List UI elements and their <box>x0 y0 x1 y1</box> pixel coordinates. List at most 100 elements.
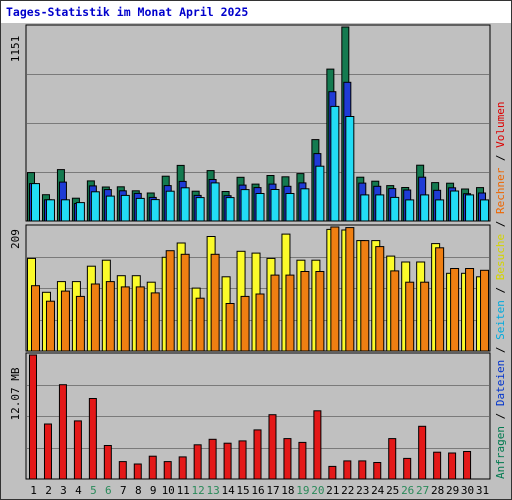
bar-seiten <box>150 199 160 222</box>
x-tick-label: 20 <box>311 484 324 497</box>
x-tick-label: 26 <box>401 484 414 497</box>
bar-rechner <box>90 283 100 352</box>
bar-rechner <box>480 269 490 352</box>
legend-item-volumen: Volumen <box>494 101 507 147</box>
bar-rechner <box>31 285 40 352</box>
bar-volumen <box>403 457 412 480</box>
bar-volumen <box>448 452 457 480</box>
x-tick-label: 25 <box>386 484 399 497</box>
x-tick-label: 5 <box>90 484 97 497</box>
x-tick-label: 30 <box>461 484 474 497</box>
bar-volumen <box>223 442 232 480</box>
x-tick-label: 18 <box>281 484 294 497</box>
bar-rechner <box>195 297 205 352</box>
bar-rechner <box>180 253 190 352</box>
bar-volumen <box>268 414 277 480</box>
bar-seiten <box>180 187 190 222</box>
bar-volumen <box>358 460 367 480</box>
bar-seiten <box>210 182 220 222</box>
bar-seiten <box>390 196 400 222</box>
x-tick-label: 12 <box>191 484 204 497</box>
bar-seiten <box>31 183 40 222</box>
bar-rechner <box>240 295 250 352</box>
bar-rechner <box>375 246 385 352</box>
bar-seiten <box>315 165 325 222</box>
bar-volumen <box>343 460 352 480</box>
bar-seiten <box>285 193 295 222</box>
y-axis-max-label: 12.07 MB <box>9 367 22 420</box>
x-tick-label: 16 <box>251 484 264 497</box>
legend-item-besuche: Besuche <box>494 234 507 280</box>
bar-seiten <box>225 197 235 222</box>
bar-seiten <box>45 199 55 222</box>
bar-seiten <box>465 194 475 222</box>
legend-separator: / <box>494 148 507 168</box>
bar-volumen <box>103 445 112 480</box>
bar-volumen <box>463 451 472 480</box>
title-bar: Tages-Statistik im Monat April 2025 <box>1 1 511 23</box>
bar-volumen <box>238 440 247 480</box>
bar-rechner <box>300 271 310 352</box>
x-tick-label: 19 <box>296 484 309 497</box>
bar-volumen <box>298 441 307 480</box>
bar-rechner <box>135 286 145 352</box>
bar-rechner <box>60 290 70 352</box>
legend-item-rechner: Rechner <box>494 167 507 214</box>
x-tick-label: 21 <box>326 484 339 497</box>
bar-volumen <box>193 444 202 480</box>
bar-seiten <box>450 190 460 222</box>
bar-seiten <box>435 199 445 222</box>
x-tick-label: 9 <box>150 484 157 497</box>
bar-rechner <box>225 303 235 352</box>
legend-item-dateien: Dateien <box>494 360 507 406</box>
x-tick-label: 13 <box>206 484 219 497</box>
bar-seiten <box>105 195 115 222</box>
bar-seiten <box>375 194 385 222</box>
x-tick-label: 6 <box>105 484 112 497</box>
bar-seiten <box>120 194 130 222</box>
bar-rechner <box>435 247 445 352</box>
legend-item-seiten: Seiten <box>494 300 507 340</box>
x-tick-label: 4 <box>75 484 82 497</box>
x-tick-label: 22 <box>341 484 354 497</box>
bar-seiten <box>90 191 100 222</box>
bar-volumen <box>253 429 262 480</box>
x-tick-label: 14 <box>221 484 235 497</box>
bar-seiten <box>270 189 280 222</box>
bar-seiten <box>405 199 415 222</box>
bar-volumen <box>73 420 82 480</box>
bar-rechner <box>450 268 460 352</box>
bar-rechner <box>420 281 430 352</box>
bar-rechner <box>330 226 340 352</box>
bar-volumen <box>118 461 127 480</box>
x-tick-label: 10 <box>162 484 175 497</box>
x-tick-label: 29 <box>446 484 459 497</box>
bar-volumen <box>148 455 157 480</box>
legend-separator: / <box>494 214 507 234</box>
y-axis-max-label: 1151 <box>9 36 22 63</box>
bar-volumen <box>29 354 37 480</box>
bar-rechner <box>315 271 325 352</box>
legend-item-anfragen: Anfragen <box>494 426 507 479</box>
legend-separator: / <box>494 280 507 300</box>
x-tick-label: 11 <box>177 484 190 497</box>
bar-seiten <box>345 116 355 222</box>
x-tick-label: 2 <box>45 484 52 497</box>
bar-rechner <box>165 250 175 352</box>
bar-seiten <box>330 105 340 222</box>
bar-seiten <box>240 189 250 222</box>
bar-volumen <box>163 461 172 480</box>
bar-seiten <box>165 190 175 222</box>
bar-rechner <box>390 270 400 352</box>
x-tick-label: 28 <box>431 484 444 497</box>
bar-volumen <box>178 456 187 480</box>
bar-seiten <box>420 194 430 222</box>
chart-title: Tages-Statistik im Monat April 2025 <box>6 5 249 19</box>
x-tick-label: 15 <box>236 484 249 497</box>
legend: Anfragen / Dateien / Seiten / Besuche / … <box>494 101 507 479</box>
bar-seiten <box>360 194 370 222</box>
bar-seiten <box>255 193 265 222</box>
bar-rechner <box>255 293 265 352</box>
bar-rechner <box>210 253 220 352</box>
